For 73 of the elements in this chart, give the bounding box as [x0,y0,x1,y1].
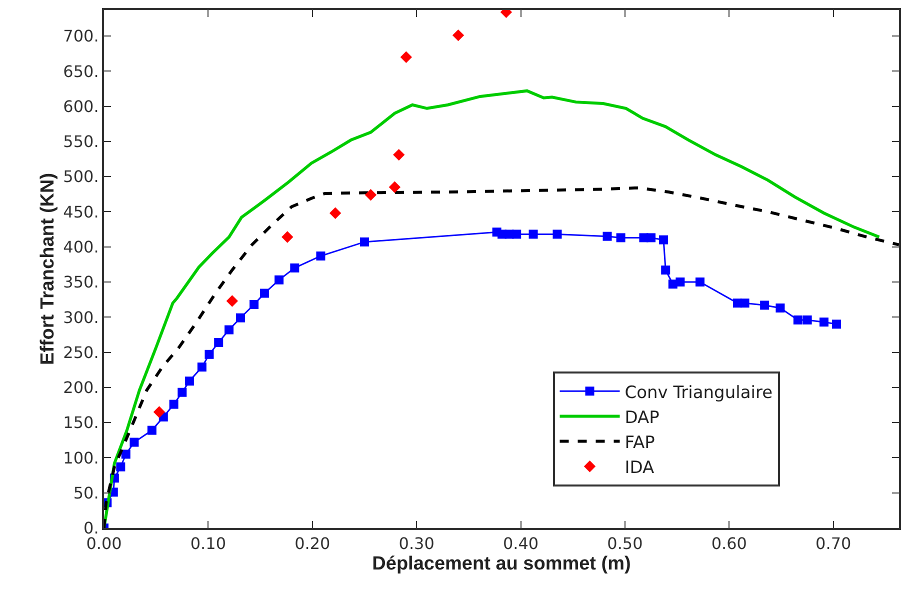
point [226,295,238,307]
point [393,148,405,161]
point [676,278,685,286]
point [659,235,668,244]
point [204,350,214,359]
legend-label: IDA [624,458,655,478]
point [130,438,139,447]
point [360,237,369,246]
point [290,263,300,272]
y-tick-label: 650. [63,62,99,81]
point [250,300,259,309]
point [329,207,342,219]
point [364,189,377,201]
point [400,51,412,63]
point [616,233,626,242]
x-tick-label: 0.70 [816,534,852,554]
y-tick-label: 400. [63,237,99,256]
point [260,288,269,298]
y-tick-label: 50. [73,483,99,502]
y-tick-label: 350. [63,272,99,292]
point [760,300,770,310]
point [236,313,245,322]
point [452,29,464,42]
y-tick-label: 550. [63,132,99,152]
point [819,318,828,327]
point [184,376,194,386]
point [512,230,522,239]
point [153,406,166,418]
point [178,388,187,397]
point [274,275,284,284]
point [832,320,841,329]
point [147,426,156,435]
y-tick-label: 200. [63,378,99,398]
x-tick-label: 0.10 [190,534,226,554]
x-tick-label: 0.40 [502,534,539,554]
point [528,230,538,239]
point [695,278,704,286]
y-tick-label: 500. [63,167,99,186]
point [169,400,178,409]
point [552,230,562,239]
point [646,233,656,242]
point [224,325,234,334]
x-tick-label: 0.30 [398,534,434,554]
x-tick-label: 0.50 [607,534,643,554]
y-tick-label: 700. [63,26,99,46]
point [116,462,126,472]
y-tick-label: 100. [63,448,99,468]
point [740,298,750,308]
legend-label: FAP [624,432,655,453]
point [121,450,130,459]
y-tick-label: 250. [63,342,99,362]
point [802,315,812,324]
point [776,304,785,313]
y-tick-label: 450. [63,202,99,222]
point [214,338,224,347]
point [793,315,802,324]
y-tick-label: 600. [63,96,99,116]
point [661,266,670,275]
point [602,232,612,241]
line-series [104,186,899,528]
legend-label: Conv Triangulaire [624,382,773,403]
x-tick-label: 0.20 [294,534,330,554]
point [197,362,206,372]
y-axis-title: Effort Tranchant (KN) [38,172,59,366]
y-tick-label: 300. [63,308,99,327]
point [316,252,326,260]
point [388,181,401,193]
y-tick-label: 150. [63,413,99,432]
line-series [104,89,881,528]
x-tick-label: 0.60 [711,534,747,554]
legend-label: DAP [624,408,660,428]
point [282,231,294,243]
x-axis-title: Déplacement au sommet (m) [372,554,631,574]
